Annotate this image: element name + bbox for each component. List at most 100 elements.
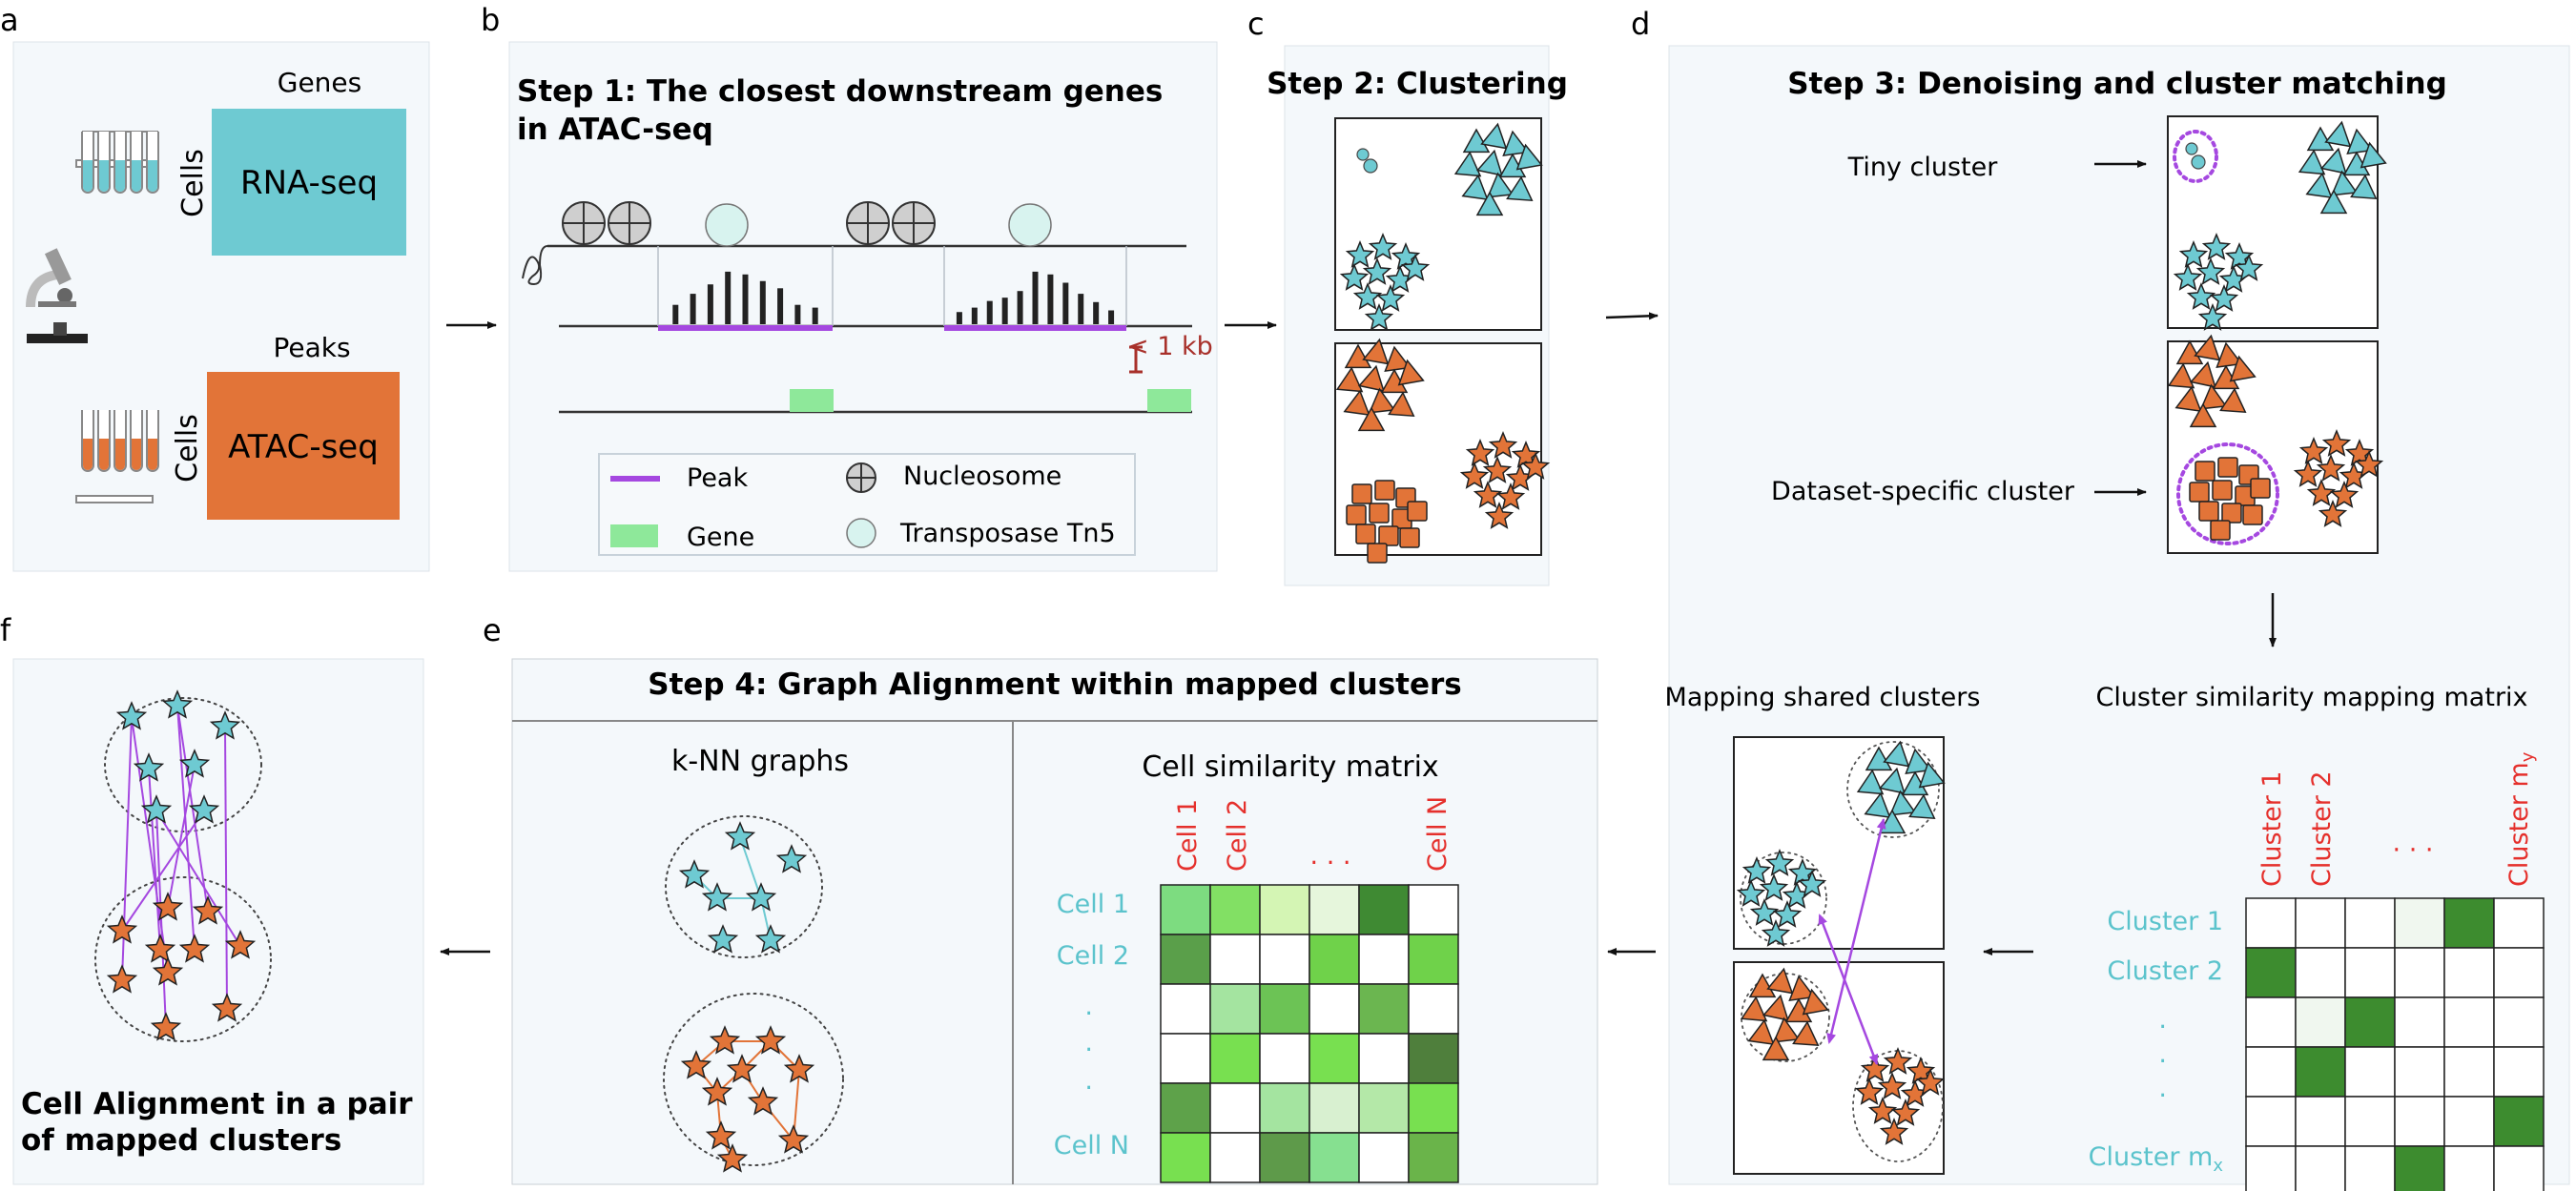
peak-signal-bar (690, 294, 696, 324)
star-cell-icon (1520, 452, 1551, 480)
star-cell-icon (2318, 500, 2348, 527)
dna-strand-wave (522, 245, 548, 286)
square-cell-icon (1374, 480, 1395, 501)
triangle-cell-icon (1357, 406, 1386, 432)
knn-cluster-outline (665, 815, 823, 958)
step2-title: Step 2: Clustering (1267, 67, 1568, 101)
square-cell-icon (1355, 524, 1376, 544)
triangle-cell-icon (1878, 809, 1906, 834)
matrix-cell (1309, 934, 1360, 985)
step4-title: Step 4: Graph Alignment within mapped cl… (648, 667, 1461, 702)
star-cell-icon (678, 859, 711, 889)
star-cell-icon (178, 749, 211, 778)
cluster-outline (1846, 741, 1940, 838)
triangle-cell-icon (1766, 967, 1794, 995)
star-cell-icon (2186, 282, 2216, 310)
peak-signal-bar (812, 307, 818, 324)
matrix-column-label: Cluster 2 (2307, 770, 2337, 887)
star-cell-icon (1495, 483, 1526, 510)
triangle-cell-icon (1461, 174, 1489, 201)
star-cell-icon (754, 924, 787, 954)
panel-e: Step 4: Graph Alignment within mapped cl… (512, 667, 1597, 1184)
legend-gene-label: Gene (687, 523, 754, 552)
star-cell-icon (705, 1120, 737, 1150)
matrix-cell (2394, 1046, 2445, 1098)
matrix-cell (2394, 1096, 2445, 1147)
square-cell-icon (1407, 501, 1428, 522)
peak-signal-bar (707, 284, 713, 324)
knn-cluster-outline (663, 993, 844, 1166)
star-cell-icon (1854, 1078, 1885, 1105)
square-cell-icon (2210, 520, 2231, 541)
nucleosome-icon (562, 201, 936, 245)
test-tubes-cyan-icon (75, 131, 159, 194)
matrix-cell (1408, 934, 1459, 985)
matrix-cell (2295, 996, 2346, 1048)
peak-signal-bar (1001, 298, 1008, 324)
alignment-cluster-outline (94, 876, 272, 1042)
triangle-cell-icon (1748, 973, 1777, 998)
matrix-cell (1209, 1132, 1261, 1183)
triangle-cell-icon (1883, 740, 1910, 768)
triangle-cell-icon (1772, 1016, 1801, 1043)
star-cell-icon (2197, 303, 2228, 331)
matrix-cell (2443, 1046, 2495, 1098)
legend-nucleosome-icon (846, 462, 876, 493)
cluster-outline (1740, 852, 1827, 945)
triangle-cell-icon (1388, 391, 1415, 418)
triangle-cell-icon (2319, 147, 2347, 175)
gene-block (790, 389, 834, 412)
star-cell-icon (1764, 849, 1795, 876)
star-cell-icon (1915, 1068, 1946, 1096)
peak-signal-bar (1017, 291, 1023, 324)
arrow-c-to-d (1605, 312, 1659, 320)
matrix-cell (2394, 996, 2445, 1048)
square-cell-icon (2198, 501, 2219, 522)
star-cell-icon (1459, 462, 1490, 489)
star-cell-icon (1736, 879, 1766, 907)
tn5-icon (1008, 203, 1052, 247)
panel-f: Cell Alignment in a pair of mapped clust… (21, 689, 413, 1158)
matrix-cell (1209, 934, 1261, 985)
triangle-cell-icon (1453, 151, 1482, 177)
matrix-cell (1309, 1132, 1360, 1183)
star-cell-icon (224, 930, 257, 959)
triangle-cell-icon (1502, 130, 1530, 157)
peak-signal-bar (759, 280, 766, 324)
star-cell-icon (716, 1143, 749, 1173)
star-cell-icon (680, 1050, 712, 1079)
star-cell-icon (1867, 1097, 1898, 1124)
panel-letter-a: a (0, 2, 19, 38)
matrix-cell (1358, 1082, 1410, 1134)
star-cell-icon (1759, 873, 1789, 901)
matrix-row-label: . (2158, 1005, 2167, 1035)
panel-c: Step 2: Clustering (1267, 67, 1568, 564)
square-cell-icon (2221, 503, 2242, 524)
star-cell-icon (1890, 1099, 1921, 1126)
triangle-cell-icon (1486, 172, 1515, 198)
star-cell-icon (1761, 919, 1791, 947)
triangle-cell-icon (1865, 746, 1893, 771)
knn-edge (739, 836, 762, 899)
triangle-cell-icon (1918, 761, 1946, 789)
square-cell-icon (2242, 504, 2263, 525)
atac-seq-box (207, 372, 400, 520)
star-cell-icon (115, 701, 148, 730)
matrix-cell (1259, 1082, 1310, 1134)
triangle-cell-icon (2194, 334, 2221, 361)
star-cell-icon (777, 1124, 810, 1154)
star-cell-icon (2293, 460, 2323, 487)
square-cell-icon (1346, 504, 1367, 525)
knn-title: k-NN graphs (671, 745, 849, 778)
star-cell-icon (2201, 233, 2232, 260)
matrix-cell (1259, 934, 1310, 985)
triangle-cell-icon (1506, 175, 1534, 202)
star-cell-icon (1400, 254, 1431, 281)
star-cell-icon (1749, 898, 1780, 926)
star-cell-icon (1797, 870, 1827, 897)
star-cell-icon (2173, 263, 2203, 291)
gene-block (1147, 389, 1191, 412)
matrix-cell (2443, 947, 2495, 998)
star-cell-icon (133, 752, 165, 782)
